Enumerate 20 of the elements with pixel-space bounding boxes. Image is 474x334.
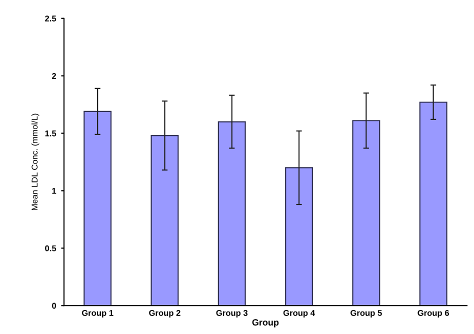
y-tick-label: 0.5	[45, 245, 56, 252]
y-tick-label: 1.5	[45, 130, 56, 136]
bar	[84, 110, 112, 306]
bar	[150, 135, 179, 306]
y-axis-title: Mean LDL Conc. (mmol/L)	[31, 114, 40, 210]
x-tick-label: Group 4	[283, 310, 315, 318]
bar	[352, 120, 380, 306]
bar	[218, 121, 246, 306]
x-tick-label: Group 6	[418, 310, 449, 318]
y-tick-label: 2	[52, 73, 56, 79]
y-tick-label: 0	[52, 302, 56, 309]
x-tick-label: Group 5	[350, 310, 382, 318]
bar	[419, 102, 448, 306]
y-tick-label: 2.5	[45, 16, 56, 22]
x-tick-label: Group 2	[149, 310, 180, 318]
bar	[285, 167, 313, 306]
x-axis-title: Group	[252, 319, 279, 328]
x-tick-label: Group 1	[82, 310, 114, 318]
y-tick-label: 1	[52, 188, 56, 194]
x-tick-label: Group 3	[216, 310, 248, 318]
